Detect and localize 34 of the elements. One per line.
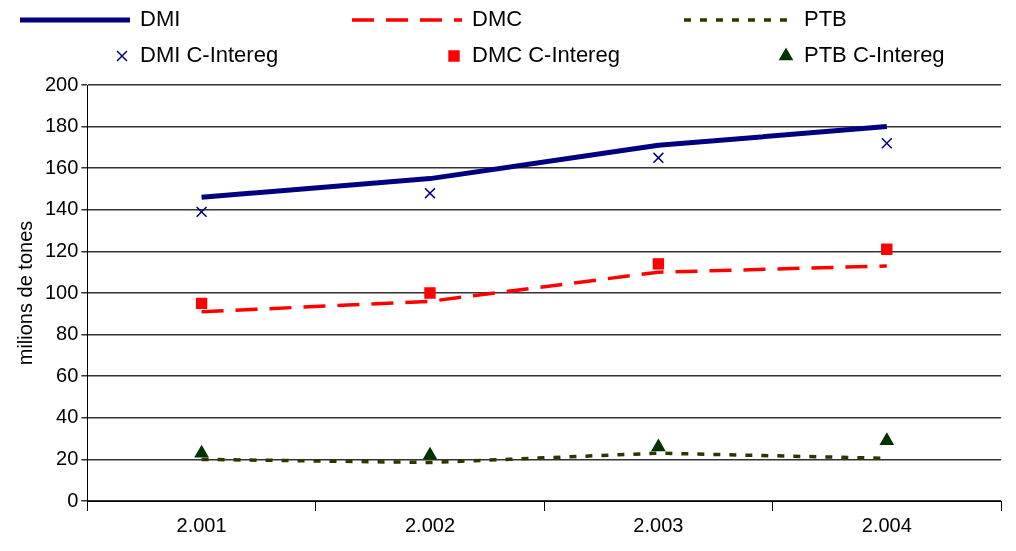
y-axis-title: milions de tones: [13, 220, 36, 366]
legend-label: DMI C-Intereg: [140, 42, 279, 68]
y-tick-label: 120: [44, 238, 79, 261]
y-tick-label: 100: [44, 280, 79, 303]
legend-label: PTB C-Intereg: [804, 42, 945, 68]
y-tick-label: 160: [44, 155, 79, 178]
legend-label: DMI: [140, 6, 181, 32]
point: [652, 152, 665, 164]
point: [424, 287, 436, 299]
legend-label: DMC C-Intereg: [472, 42, 620, 68]
point: [195, 297, 208, 310]
y-tick-label: 200: [44, 72, 79, 95]
legend-label: PTB: [804, 6, 847, 32]
x-tick-label: 2.002: [404, 513, 456, 536]
point: [652, 258, 665, 270]
point: [195, 206, 208, 218]
y-tick-label: 80: [56, 322, 79, 345]
point: [881, 137, 893, 149]
y-tick-label: 60: [56, 363, 79, 386]
legend-label: DMC: [472, 6, 523, 32]
point: [194, 445, 209, 458]
y-tick-label: 180: [44, 114, 79, 137]
y-tick-label: 20: [56, 446, 79, 469]
x-tick-label: 2.004: [861, 513, 912, 536]
y-tick-label: 140: [44, 197, 79, 220]
point: [881, 243, 893, 256]
x-tick-label: 2.001: [176, 513, 227, 536]
y-tick-label: 0: [67, 488, 79, 511]
point: [651, 439, 666, 452]
point: [424, 187, 436, 199]
x-tick-label: 2.003: [633, 513, 684, 536]
point: [879, 432, 894, 445]
y-tick-label: 40: [56, 405, 79, 428]
point: [423, 447, 437, 460]
